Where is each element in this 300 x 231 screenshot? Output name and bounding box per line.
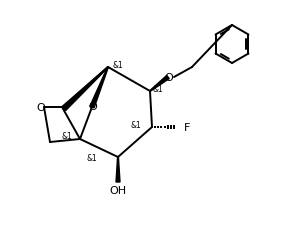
Text: &1: &1 bbox=[61, 131, 72, 140]
Text: &1: &1 bbox=[86, 153, 97, 162]
Text: OH: OH bbox=[110, 185, 127, 195]
Polygon shape bbox=[150, 76, 169, 92]
Polygon shape bbox=[116, 157, 120, 182]
Text: &1: &1 bbox=[152, 85, 163, 94]
Polygon shape bbox=[62, 67, 108, 111]
Polygon shape bbox=[90, 67, 108, 108]
Text: &1: &1 bbox=[130, 121, 141, 129]
Text: O: O bbox=[88, 102, 98, 112]
Text: F: F bbox=[184, 122, 190, 132]
Text: O: O bbox=[37, 103, 45, 112]
Text: O: O bbox=[165, 73, 173, 83]
Text: &1: &1 bbox=[112, 61, 123, 70]
